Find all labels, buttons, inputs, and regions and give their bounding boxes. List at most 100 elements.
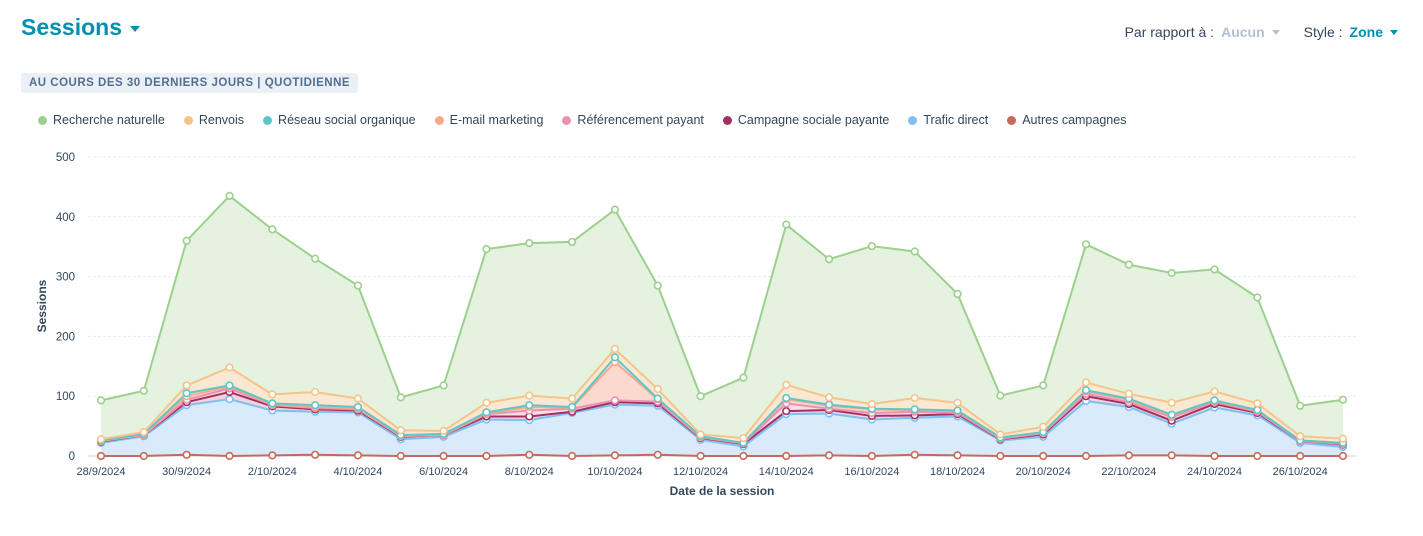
data-point-1 [910, 393, 919, 403]
legend-item[interactable]: Autres campagnes [1007, 113, 1126, 127]
data-point-0 [96, 396, 106, 405]
y-axis-label: Sessions [35, 279, 49, 332]
legend-item[interactable]: Campagne sociale payante [722, 113, 890, 127]
legend-item[interactable]: Recherche naturelle [38, 113, 165, 127]
legend-item[interactable]: E-mail marketing [434, 113, 543, 127]
data-point-1 [1081, 378, 1091, 387]
data-point-1 [225, 363, 234, 372]
y-tick-label: 100 [56, 391, 75, 403]
data-point-2 [953, 406, 962, 415]
x-tick-label: 14/10/2024 [759, 466, 814, 478]
x-tick-label: 2/10/2024 [248, 466, 297, 478]
data-point-1 [396, 426, 405, 435]
legend-label: Renvois [198, 113, 245, 127]
data-point-7 [439, 451, 448, 461]
data-point-1 [739, 433, 748, 443]
y-tick-label: 500 [56, 152, 75, 164]
data-point-1 [782, 380, 791, 389]
data-point-0 [653, 281, 662, 290]
data-point-1 [353, 394, 363, 403]
data-point-2 [225, 381, 234, 390]
data-point-0 [782, 220, 791, 229]
data-point-1 [610, 344, 620, 354]
x-tick-label: 8/10/2024 [505, 466, 554, 478]
page-title: Sessions [21, 14, 122, 40]
data-point-2 [1167, 410, 1176, 419]
data-point-1 [1124, 389, 1133, 398]
data-point-0 [482, 244, 491, 254]
data-point-2 [525, 401, 534, 410]
x-tick-label: 30/9/2024 [162, 466, 211, 478]
legend-item[interactable]: Réseau social organique [263, 113, 416, 127]
data-point-7 [482, 451, 491, 461]
data-point-1 [1338, 434, 1348, 443]
x-tick-label: 26/10/2024 [1273, 466, 1328, 478]
data-point-1 [139, 427, 148, 437]
data-point-1 [953, 398, 962, 407]
x-tick-label: 24/10/2024 [1187, 466, 1242, 478]
data-point-1 [1039, 422, 1048, 431]
data-point-7 [1296, 451, 1305, 461]
legend-label: Trafic direct [923, 113, 989, 127]
chevron-down-icon [130, 25, 140, 32]
data-point-7 [525, 450, 534, 459]
data-point-0 [610, 205, 620, 214]
series-line-1 [100, 347, 1344, 441]
data-point-1 [696, 430, 705, 439]
data-point-2 [482, 408, 491, 417]
x-tick-label: 20/10/2024 [1016, 466, 1071, 478]
data-point-0 [1253, 293, 1262, 302]
style-value: Zone [1349, 24, 1383, 40]
data-point-2 [568, 402, 577, 412]
compare-dropdown[interactable]: Aucun [1221, 24, 1280, 40]
data-point-7 [568, 451, 577, 461]
legend-label: Réseau social organique [278, 113, 416, 127]
data-point-7 [739, 451, 748, 461]
chart-controls: Par rapport à : Aucun Style : Zone [1125, 24, 1398, 40]
chart-legend: Recherche naturelle Renvois Réseau social … [38, 113, 1145, 127]
series-line-6 [100, 398, 1344, 449]
legend-swatch [562, 115, 572, 125]
data-point-0 [910, 247, 919, 256]
data-point-0 [525, 239, 534, 248]
data-point-0 [182, 236, 191, 245]
data-point-2 [1253, 405, 1262, 415]
data-point-2 [311, 401, 320, 410]
data-point-7 [311, 450, 320, 459]
data-point-7 [610, 451, 620, 460]
data-point-0 [1296, 401, 1305, 410]
legend-item[interactable]: Référencement payant [562, 113, 704, 127]
legend-label: Référencement payant [577, 113, 704, 127]
data-point-2 [824, 400, 834, 409]
data-point-1 [525, 391, 534, 400]
data-point-1 [996, 430, 1005, 439]
data-point-0 [139, 386, 148, 395]
report-title-dropdown[interactable]: Sessions [21, 14, 140, 41]
x-tick-label: 6/10/2024 [419, 466, 468, 478]
data-point-2 [353, 402, 363, 412]
data-point-7 [96, 451, 106, 461]
data-point-0 [1338, 395, 1348, 404]
data-point-0 [439, 381, 448, 390]
y-tick-label: 300 [56, 272, 75, 284]
legend-swatch [722, 115, 732, 125]
legend-label: Campagne sociale payante [737, 113, 890, 127]
data-point-1 [311, 387, 320, 397]
data-point-0 [1167, 268, 1176, 278]
legend-swatch [263, 115, 273, 125]
data-point-1 [96, 435, 106, 444]
data-point-7 [268, 451, 277, 460]
style-dropdown[interactable]: Zone [1350, 24, 1398, 40]
legend-item[interactable]: Trafic direct [908, 113, 988, 127]
data-point-1 [867, 399, 876, 409]
data-point-2 [1081, 386, 1091, 395]
legend-item[interactable]: Renvois [183, 113, 245, 127]
x-tick-label: 12/10/2024 [673, 466, 728, 478]
data-point-1 [1253, 399, 1262, 408]
compare-value: Aucun [1221, 24, 1265, 40]
data-point-1 [1167, 398, 1176, 407]
data-point-7 [953, 451, 962, 460]
data-point-1 [1210, 387, 1219, 396]
x-tick-label: 22/10/2024 [1101, 466, 1156, 478]
